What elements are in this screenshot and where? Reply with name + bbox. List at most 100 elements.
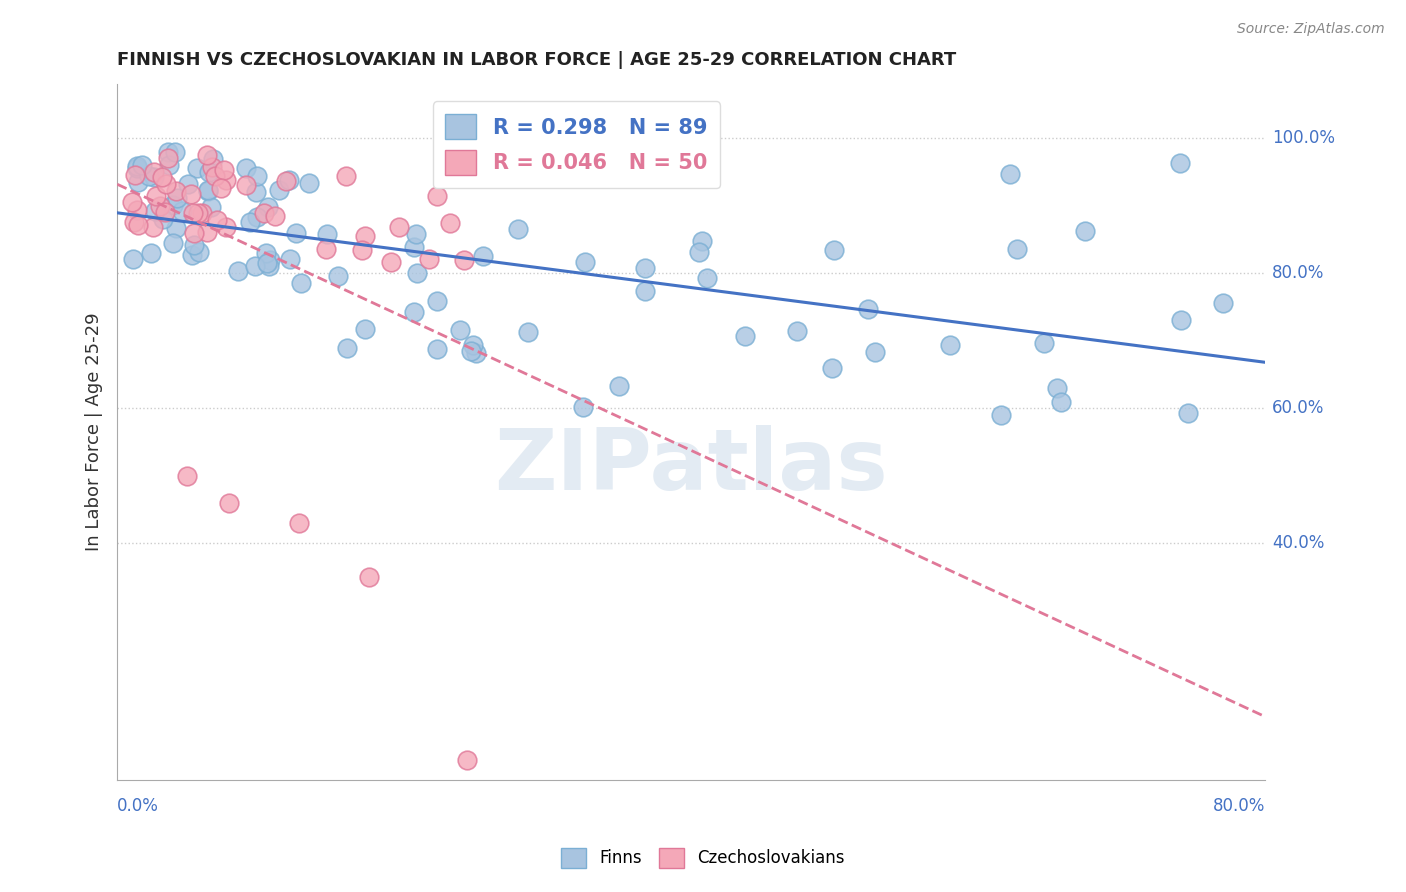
Point [634, 261, 657, 276]
Text: 60.0%: 60.0% [1272, 400, 1324, 417]
Text: ZIPatlas: ZIPatlas [495, 425, 889, 508]
Point [155, 205, 177, 219]
Point [449, 323, 471, 337]
Point [269, 183, 291, 197]
Point [426, 189, 449, 203]
Y-axis label: In Labor Force | Age 25-29: In Labor Force | Age 25-29 [86, 313, 103, 551]
Point [823, 243, 845, 257]
Point [1168, 156, 1191, 170]
Point [284, 226, 307, 240]
Point [125, 160, 148, 174]
Point [938, 338, 960, 352]
Point [122, 252, 145, 266]
Point [316, 227, 339, 242]
Point [863, 345, 886, 359]
Point [202, 152, 225, 166]
Point [183, 226, 205, 240]
Point [315, 242, 337, 256]
Point [734, 329, 756, 343]
Point [1170, 312, 1192, 326]
Point [209, 181, 232, 195]
Point [439, 216, 461, 230]
Point [856, 301, 879, 316]
Point [609, 378, 631, 392]
Point [124, 168, 146, 182]
Point [1050, 394, 1073, 409]
Point [195, 148, 218, 162]
Point [463, 338, 485, 352]
Text: 80.0%: 80.0% [1272, 264, 1324, 282]
Point [405, 266, 427, 280]
Point [127, 175, 149, 189]
Point [274, 174, 297, 188]
Legend: Finns, Czechoslovakians: Finns, Czechoslovakians [554, 841, 852, 875]
Point [405, 227, 427, 242]
Point [121, 194, 143, 209]
Point [152, 211, 174, 226]
Point [187, 244, 209, 259]
Point [166, 190, 188, 204]
Point [191, 205, 214, 219]
Point [183, 238, 205, 252]
Point [359, 570, 381, 584]
Point [288, 516, 311, 531]
Point [181, 206, 204, 220]
Legend: R = 0.298   N = 89, R = 0.046   N = 50: R = 0.298 N = 89, R = 0.046 N = 50 [433, 102, 720, 187]
Point [197, 183, 219, 197]
Point [204, 169, 226, 184]
Point [990, 408, 1012, 422]
Point [246, 210, 269, 224]
Point [176, 469, 198, 483]
Point [998, 167, 1021, 181]
Point [290, 276, 312, 290]
Point [388, 220, 411, 235]
Point [157, 158, 180, 172]
Point [156, 145, 179, 159]
Point [235, 178, 257, 192]
Point [1177, 406, 1199, 420]
Point [131, 158, 153, 172]
Point [165, 221, 187, 235]
Point [177, 177, 200, 191]
Point [215, 172, 238, 186]
Point [186, 161, 208, 175]
Point [155, 177, 177, 191]
Point [426, 342, 449, 356]
Point [197, 184, 219, 198]
Point [353, 229, 375, 244]
Point [516, 325, 538, 339]
Point [162, 235, 184, 250]
Point [226, 263, 249, 277]
Point [142, 170, 165, 185]
Point [239, 215, 262, 229]
Point [256, 200, 278, 214]
Point [198, 165, 221, 179]
Point [465, 346, 488, 360]
Point [170, 204, 193, 219]
Point [124, 214, 146, 228]
Point [277, 173, 299, 187]
Point [152, 170, 174, 185]
Point [243, 259, 266, 273]
Point [139, 246, 162, 260]
Point [574, 255, 596, 269]
Point [572, 400, 595, 414]
Point [1005, 242, 1028, 256]
Point [688, 244, 710, 259]
Point [149, 199, 172, 213]
Point [245, 185, 267, 199]
Point [278, 252, 301, 266]
Point [328, 269, 350, 284]
Point [127, 218, 149, 232]
Point [156, 151, 179, 165]
Point [259, 252, 281, 267]
Point [246, 169, 269, 184]
Text: 80.0%: 80.0% [1213, 797, 1265, 814]
Point [298, 176, 321, 190]
Point [404, 305, 426, 319]
Point [253, 206, 276, 220]
Text: FINNISH VS CZECHOSLOVAKIAN IN LABOR FORCE | AGE 25-29 CORRELATION CHART: FINNISH VS CZECHOSLOVAKIAN IN LABOR FORC… [117, 51, 956, 69]
Point [350, 244, 373, 258]
Point [402, 240, 425, 254]
Point [200, 200, 222, 214]
